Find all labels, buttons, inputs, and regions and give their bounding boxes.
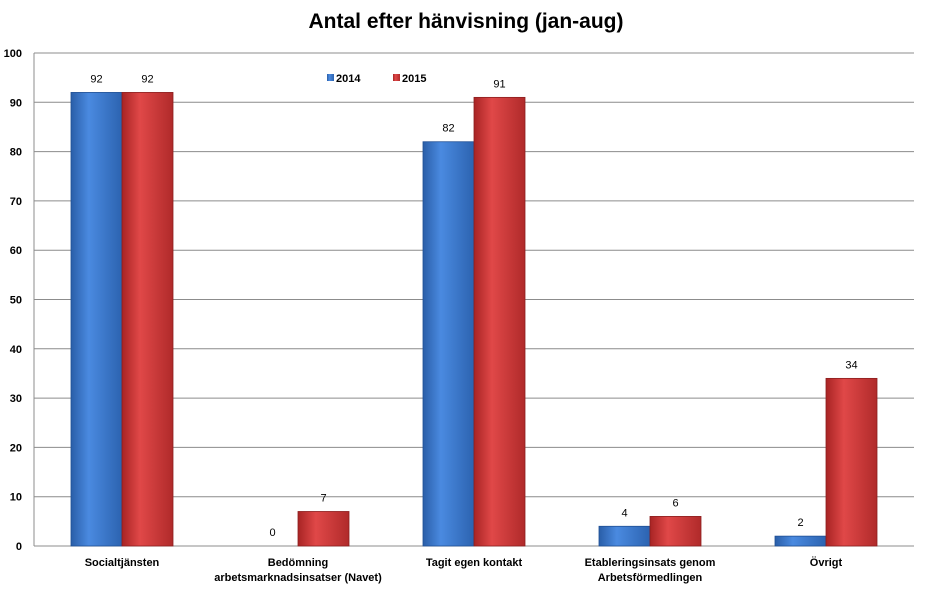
legend-label-2015: 2015 xyxy=(402,73,426,85)
x-tick-label: Etableringsinsats genom xyxy=(585,557,716,569)
data-label: 6 xyxy=(672,497,678,509)
data-label: 0 xyxy=(269,527,275,539)
legend-label-2014: 2014 xyxy=(336,73,361,85)
bar-2014 xyxy=(422,141,475,547)
data-label: 91 xyxy=(493,78,505,90)
legend-swatch-2014 xyxy=(327,74,334,81)
y-tick-label: 90 xyxy=(10,97,22,109)
y-tick-label: 70 xyxy=(10,196,22,208)
x-tick-label: arbetsmarknadsinsatser (Navet) xyxy=(214,572,382,584)
y-tick-label: 100 xyxy=(4,48,22,60)
y-tick-label: 40 xyxy=(10,344,22,356)
bar-2014 xyxy=(70,92,123,547)
x-tick-label: Tagit egen kontakt xyxy=(426,557,523,569)
data-label: 34 xyxy=(845,359,857,371)
bar-2015 xyxy=(825,377,878,547)
bars xyxy=(70,92,878,547)
y-tick-label: 60 xyxy=(10,245,22,257)
legend-swatch-2015 xyxy=(393,74,400,81)
data-label: 82 xyxy=(442,123,454,135)
bar-2015 xyxy=(649,516,702,547)
data-label: 4 xyxy=(621,507,627,519)
data-label: 7 xyxy=(320,492,326,504)
y-tick-label: 0 xyxy=(16,541,22,553)
bar-2015 xyxy=(473,96,526,547)
x-tick-label: Socialtjänsten xyxy=(85,557,160,569)
bar-2015 xyxy=(297,511,350,547)
x-tick-label: Bedömning xyxy=(268,557,329,569)
y-tick-label: 20 xyxy=(10,442,22,454)
data-label: 92 xyxy=(90,73,102,85)
data-label: 92 xyxy=(141,73,153,85)
y-tick-label: 50 xyxy=(10,295,22,307)
y-tick-label: 30 xyxy=(10,393,22,405)
chart-title: Antal efter hänvisning (jan-aug) xyxy=(308,10,624,33)
legend: 2014 2015 xyxy=(327,73,426,85)
y-tick-label: 80 xyxy=(10,147,22,159)
y-tick-label: 10 xyxy=(10,492,22,504)
bar-2014 xyxy=(598,525,651,547)
x-tick-label: Övrigt xyxy=(810,556,843,569)
bar-2015 xyxy=(121,92,174,547)
x-tick-label: Arbetsförmedlingen xyxy=(598,572,703,584)
data-label: 2 xyxy=(797,517,803,529)
bar-2014 xyxy=(774,535,827,547)
